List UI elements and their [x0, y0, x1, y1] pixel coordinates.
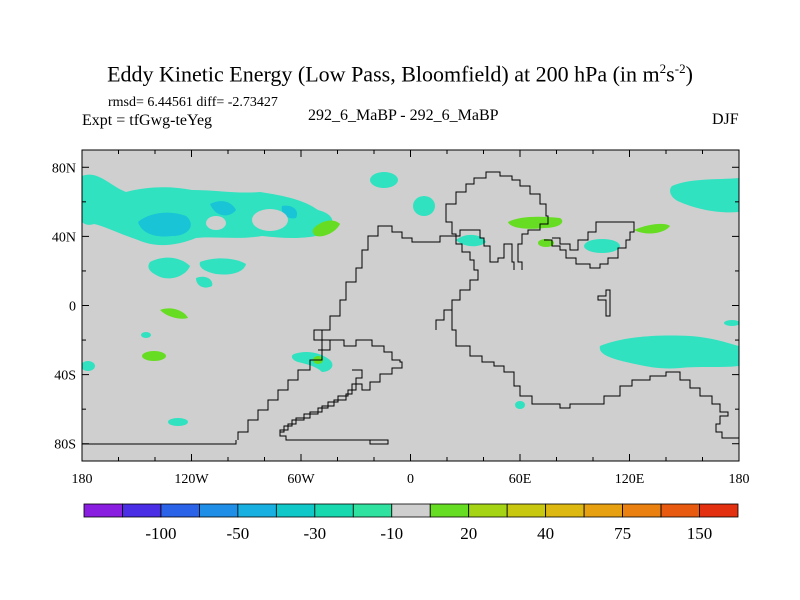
- anomaly-shading: [82, 172, 739, 426]
- cyan-region: [199, 258, 246, 275]
- coastline: [280, 369, 363, 433]
- colorbar-swatch: [160, 503, 200, 518]
- grey-hole: [252, 209, 288, 231]
- colorbar-swatch: [237, 503, 277, 518]
- colorbar-swatch: [506, 503, 547, 518]
- colorbar-swatch: [545, 503, 585, 518]
- coastline: [597, 289, 611, 317]
- axis-ticks: 180 120W 60W 0 60E 120E 180 80N 40N 0 40S 80S: [52, 150, 750, 487]
- colorbar-swatch: [275, 503, 316, 518]
- colorbar-label: -10: [380, 524, 403, 543]
- x-tick-label: 120E: [615, 472, 645, 487]
- x-tick-label: 180: [72, 472, 93, 487]
- stats-label: rmsd= 6.44561 diff= -2.73427: [108, 95, 278, 110]
- cyan-region: [670, 178, 739, 213]
- comparison-label: 292_6_MaBP - 292_6_MaBP: [308, 107, 499, 124]
- colorbar-label: -100: [145, 524, 176, 543]
- cyan-region: [148, 257, 190, 279]
- x-tick-label: 120W: [174, 472, 209, 487]
- colorbar-swatch: [468, 503, 508, 518]
- colorbar-swatch: [622, 503, 662, 518]
- cyan-region: [599, 335, 739, 369]
- colorbar-swatch: [314, 503, 354, 518]
- chart-title: Eddy Kinetic Energy (Low Pass, Bloomfiel…: [107, 61, 693, 87]
- season-label: DJF: [712, 111, 739, 128]
- colorbar-swatch: [429, 503, 470, 518]
- teal-region: [138, 212, 191, 237]
- coastline: [237, 329, 331, 440]
- green-region: [312, 220, 340, 237]
- continent-outlines: [82, 171, 739, 445]
- y-tick-label: 0: [69, 300, 76, 315]
- cyan-region: [724, 320, 739, 326]
- y-tick-label: 40N: [52, 230, 76, 245]
- coastline: [544, 221, 635, 269]
- x-tick-label: 60W: [287, 472, 315, 487]
- cyan-region: [82, 188, 100, 215]
- coastline: [82, 225, 515, 445]
- x-tick-label: 60E: [509, 472, 532, 487]
- colorbar-swatch: [660, 503, 700, 518]
- cyan-region: [196, 276, 213, 288]
- x-tick-label: 0: [407, 472, 414, 487]
- cyan-region: [82, 361, 95, 371]
- coastline: [435, 171, 549, 330]
- green-region: [160, 308, 188, 319]
- colorbar-label: 150: [687, 524, 713, 543]
- colorbar-swatch: [83, 503, 123, 518]
- cyan-region: [370, 172, 398, 188]
- y-tick-label: 40S: [54, 369, 76, 384]
- coastline: [451, 300, 739, 439]
- colorbar-swatch: [352, 503, 393, 518]
- x-tick-label: 180: [729, 472, 750, 487]
- cyan-region: [413, 196, 435, 216]
- green-region: [538, 239, 554, 247]
- cyan-region: [168, 418, 188, 426]
- colorbar-label: -30: [303, 524, 326, 543]
- colorbar-label: 75: [614, 524, 631, 543]
- colorbar-label: 20: [460, 524, 477, 543]
- experiment-label: Expt = tfGwg-teYeg: [82, 112, 213, 129]
- colorbar: -100 -50 -30 -10 20 40 75 150: [83, 503, 739, 543]
- colorbar-swatch: [199, 503, 239, 518]
- colorbar-swatch: [391, 503, 431, 518]
- colorbar-label: -50: [227, 524, 250, 543]
- y-tick-label: 80S: [54, 438, 76, 453]
- grey-hole: [206, 216, 226, 230]
- cyan-region: [584, 239, 620, 253]
- colorbar-swatch: [583, 503, 623, 518]
- colorbar-swatch: [699, 503, 739, 518]
- y-tick-label: 80N: [52, 161, 76, 176]
- cyan-region: [141, 332, 151, 338]
- cyan-region: [515, 401, 525, 409]
- green-region: [508, 216, 563, 229]
- teal-region: [210, 201, 236, 216]
- green-region: [634, 223, 670, 234]
- cyan-region: [456, 234, 486, 247]
- colorbar-label: 40: [537, 524, 554, 543]
- coastline: [279, 339, 403, 445]
- colorbar-swatch: [122, 503, 162, 518]
- green-region: [142, 351, 166, 361]
